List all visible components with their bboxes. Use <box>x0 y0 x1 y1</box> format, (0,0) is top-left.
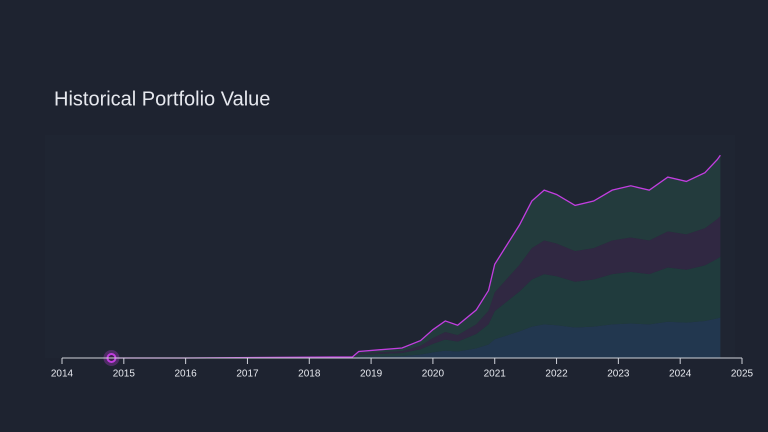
stack-area <box>111 256 721 358</box>
x-tick-label: 2020 <box>422 369 445 380</box>
x-tick-label: 2022 <box>545 369 568 380</box>
x-tick-label: 2016 <box>175 369 198 380</box>
x-tick-label: 2023 <box>607 369 630 380</box>
stack-area <box>111 155 721 358</box>
stack-area <box>111 317 721 358</box>
x-tick-label: 2018 <box>298 369 321 380</box>
x-tick-label: 2024 <box>669 369 692 380</box>
x-tick-label: 2021 <box>484 369 507 380</box>
stack-area <box>111 216 721 358</box>
chart-title: Historical Portfolio Value <box>54 88 270 110</box>
x-tick-label: 2017 <box>236 369 259 380</box>
x-tick-label: 2015 <box>113 369 136 380</box>
x-tick-label: 2014 <box>51 369 74 380</box>
line <box>111 154 721 359</box>
x-tick-label: 2025 <box>731 369 754 380</box>
x-tick-label: 2019 <box>360 369 383 380</box>
